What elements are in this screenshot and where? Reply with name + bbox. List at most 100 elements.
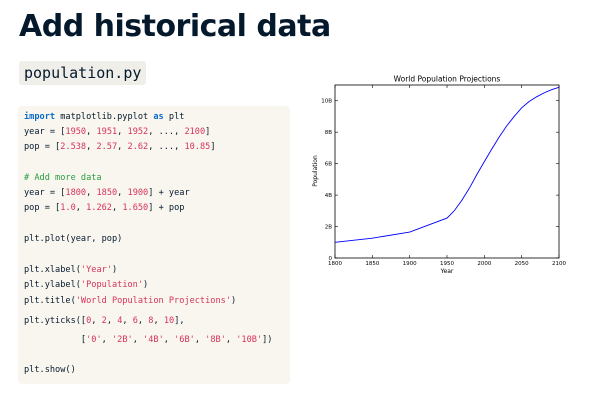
code-line-6: pop = [1.0, 1.262, 1.650] + pop: [24, 203, 184, 214]
code-token: 1.650: [122, 203, 149, 213]
code-token: 0: [86, 316, 92, 326]
x-tick-label: 2000: [477, 261, 491, 267]
code-token: ,: [91, 316, 102, 326]
code-token: year = [: [24, 127, 66, 137]
code-token: ],: [174, 316, 185, 326]
code-token: ]): [262, 335, 273, 345]
code-token: 10.85: [184, 142, 211, 152]
x-tick-label: 1950: [440, 261, 454, 267]
code-token: ,: [86, 142, 97, 152]
series-line: [334, 86, 560, 243]
code-token: '8B': [205, 335, 226, 345]
code-token: '6B': [174, 335, 195, 345]
code-line-9: plt.ylabel('Population'): [24, 280, 148, 291]
code-line-12: ['0', '2B', '4B', '6B', '8B', '10B']): [24, 335, 273, 346]
slide-title: Add historical data: [19, 9, 331, 44]
code-token: '10B': [236, 335, 263, 345]
code-token: '2B': [111, 335, 133, 345]
code-token: 1952: [127, 127, 149, 137]
population-chart: World Population Projections 0 2B 4B 6B 8B 10…: [312, 75, 566, 276]
code-token: ): [111, 265, 118, 275]
code-token: ,: [86, 127, 97, 137]
code-token: 1850: [96, 188, 118, 198]
code-token: plt.title(: [24, 296, 76, 306]
chart-title: World Population Projections: [394, 75, 501, 84]
code-token: 'Year': [80, 265, 112, 275]
code-token: [: [24, 335, 87, 345]
y-tick-label: 6B: [325, 162, 332, 168]
code-token: ,: [75, 203, 87, 213]
x-axis: 1800 1850 1900 1950 2000 2050 2100: [328, 85, 566, 267]
code-token: year = [: [24, 188, 66, 198]
code-line-2: year = [1950, 1951, 1952, ..., 2100]: [24, 127, 210, 138]
code-line-1: import matplotlib.pyplot as plt: [24, 112, 184, 123]
code-token: ,: [117, 188, 128, 198]
code-token: 'Population': [80, 280, 144, 290]
code-token: ,: [122, 316, 133, 326]
code-token: 2.57: [96, 142, 118, 152]
code-token: plt.yticks([: [24, 316, 87, 326]
code-token: 8: [148, 316, 154, 326]
code-token: ]: [210, 142, 216, 152]
y-tick-label: 10B: [321, 99, 332, 105]
code-token: 1.0: [60, 203, 76, 213]
code-token: '4B': [143, 335, 164, 345]
code-token: ,: [153, 316, 164, 326]
code-token: '0': [86, 335, 102, 345]
code-token: 2: [101, 316, 107, 326]
code-line-7: plt.plot(year, pop): [24, 234, 123, 244]
code-token: 1800: [65, 188, 87, 198]
code-token: as: [153, 112, 164, 122]
x-tick-label: 1800: [328, 261, 342, 267]
code-token: 10: [163, 316, 175, 326]
code-token: ): [230, 296, 237, 306]
code-token: ,: [194, 335, 206, 345]
filename-tag: population.py: [19, 61, 147, 85]
code-line-11: plt.yticks([0, 2, 4, 6, 8, 10],: [24, 316, 185, 327]
code-block: import matplotlib.pyplot as plt year = […: [18, 106, 290, 384]
y-tick-label: 0: [329, 256, 333, 262]
code-token: ,: [117, 142, 128, 152]
code-token: ]: [205, 127, 211, 137]
code-token: 1951: [96, 127, 118, 137]
code-token: ,: [132, 335, 144, 345]
code-token: 2.538: [60, 142, 87, 152]
code-token: pop = [: [24, 142, 61, 152]
code-token: plt.xlabel(: [24, 265, 81, 275]
code-token: ,: [137, 316, 149, 326]
x-tick-label: 2050: [515, 261, 529, 267]
code-line-5: year = [1800, 1850, 1900] + year: [24, 188, 190, 199]
x-tick-label: 1850: [365, 261, 379, 267]
y-tick-label: 8B: [325, 130, 332, 136]
plot-area: [334, 84, 560, 259]
code-token: import: [24, 112, 56, 122]
code-token: 'World Population Projections': [75, 296, 231, 306]
code-token: ): [143, 280, 149, 290]
code-token: plt.ylabel(: [24, 280, 81, 290]
code-token: ,: [111, 203, 123, 213]
code-token: ,: [101, 335, 112, 345]
x-axis-label: Year: [440, 268, 454, 275]
code-token: , ...,: [148, 142, 185, 152]
code-token: 1.262: [86, 203, 112, 213]
y-tick-label: 4B: [325, 193, 332, 199]
code-line-10: plt.title('World Population Projections'…: [24, 296, 236, 307]
code-token: matplotlib.pyplot: [55, 112, 154, 122]
code-token: ] + year: [148, 188, 190, 198]
code-token: ,: [86, 188, 97, 198]
code-token: ] + pop: [148, 203, 185, 213]
code-token: ,: [163, 335, 175, 345]
code-token: 4: [117, 316, 123, 326]
code-token: 6: [132, 316, 138, 326]
code-line-3: pop = [2.538, 2.57, 2.62, ..., 10.85]: [24, 142, 216, 153]
y-axis: 0 2B 4B 6B 8B 10B: [321, 99, 559, 262]
y-tick-label: 2B: [325, 225, 332, 231]
y-axis-label: Population: [312, 155, 319, 187]
code-token: 1950: [65, 127, 87, 137]
code-token: ,: [106, 316, 118, 326]
code-token: 2100: [184, 127, 206, 137]
x-tick-label: 2100: [552, 261, 566, 267]
x-tick-label: 1900: [403, 261, 417, 267]
code-line-8: plt.xlabel('Year'): [24, 265, 117, 276]
code-token: ,: [117, 127, 128, 137]
